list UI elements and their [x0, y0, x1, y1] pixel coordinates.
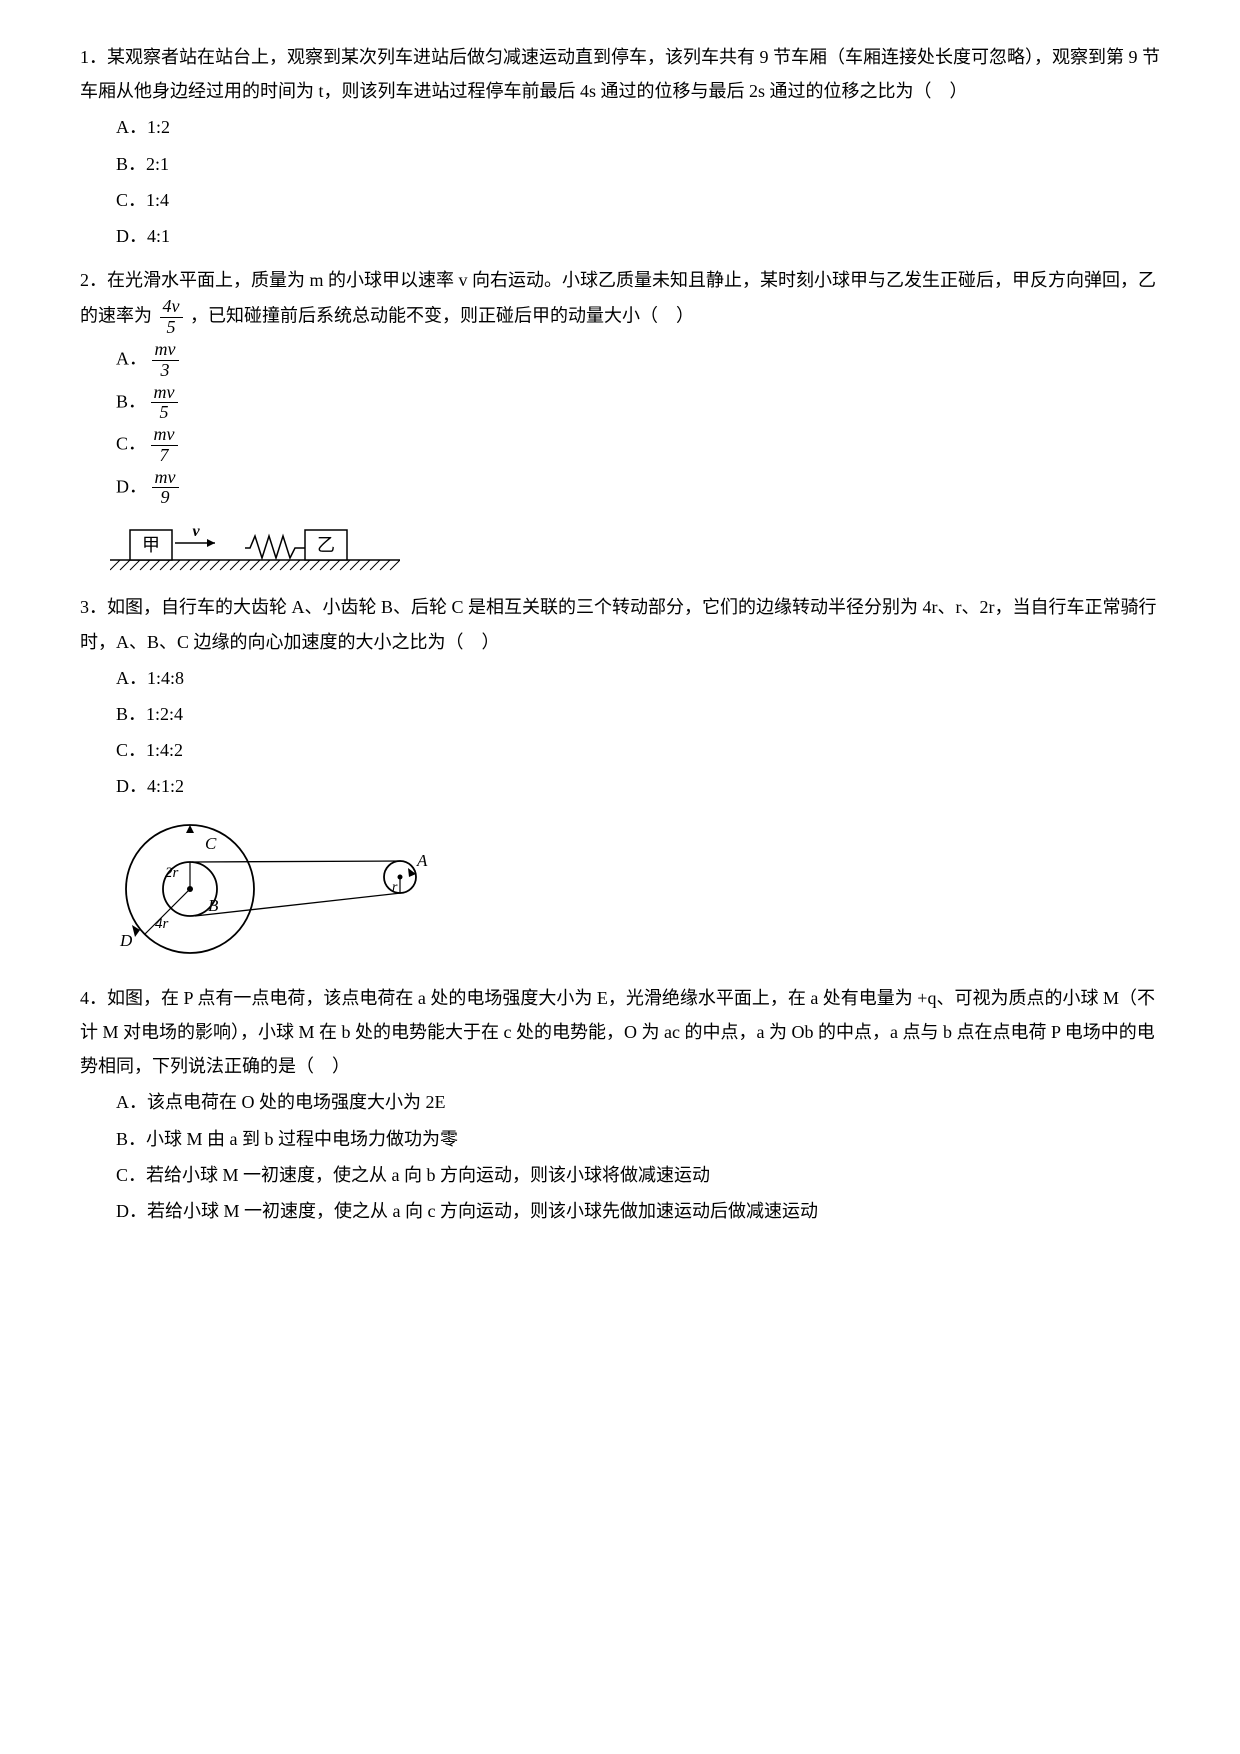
q2-stem-tail: ，已知碰撞前后系统总动能不变，则正碰后甲的动量大小（ ） — [190, 306, 694, 326]
fig2-label-r: r — [392, 880, 398, 895]
question-2: 2．在光滑水平面上，质量为 m 的小球甲以速率 v 向右运动。小球乙质量未知且静… — [80, 263, 1160, 508]
q2-frac-den: 5 — [160, 318, 183, 338]
q4-stem: 4．如图，在 P 点有一点电荷，该点电荷在 a 处的电场强度大小为 E，光滑绝缘… — [80, 981, 1160, 1084]
q1-options: A．1:2 B．2:1 C．1:4 D．4:1 — [80, 110, 1160, 253]
q2-optc-pre: C． — [116, 434, 146, 454]
q2-stem: 2．在光滑水平面上，质量为 m 的小球甲以速率 v 向右运动。小球乙质量未知且静… — [80, 263, 1160, 338]
q2-opta-pre: A． — [116, 348, 147, 368]
q3-option-a: A．1:4:8 — [116, 661, 1160, 695]
q1-option-a: A．1:2 — [116, 110, 1160, 144]
question-3: 3．如图，自行车的大齿轮 A、小齿轮 B、后轮 C 是相互关联的三个转动部分，它… — [80, 590, 1160, 803]
q2-opta-frac: mv 3 — [152, 340, 179, 381]
q4-option-c: C．若给小球 M 一初速度，使之从 a 向 b 方向运动，则该小球将做减速运动 — [116, 1158, 1160, 1192]
q2-frac: 4v 5 — [160, 297, 183, 338]
q2-options: A． mv 3 B． mv 5 C． mv 7 D． mv 9 — [80, 340, 1160, 508]
q4-option-b: B．小球 M 由 a 到 b 过程中电场力做功为零 — [116, 1122, 1160, 1156]
q2-optc-frac: mv 7 — [151, 425, 178, 466]
fig2-label-2r: 2r — [165, 865, 179, 881]
fig2-label-4r: 4r — [155, 916, 169, 932]
q2-option-a: A． mv 3 — [116, 340, 1160, 381]
fig1-label-jia: 甲 — [142, 535, 160, 555]
q2-optd-den: 9 — [152, 488, 179, 508]
question-4: 4．如图，在 P 点有一点电荷，该点电荷在 a 处的电场强度大小为 E，光滑绝缘… — [80, 981, 1160, 1228]
fig1-label-v: v — [192, 523, 200, 540]
q2-optc-num: mv — [151, 425, 178, 446]
fig2-label-B: B — [208, 896, 219, 915]
q2-opta-den: 3 — [152, 361, 179, 381]
q3-option-c: C．1:4:2 — [116, 733, 1160, 767]
q4-options: A．该点电荷在 O 处的电场强度大小为 2E B．小球 M 由 a 到 b 过程… — [80, 1085, 1160, 1228]
q3-option-d: D．4:1:2 — [116, 769, 1160, 803]
figure-2: C 2r B 4r D A r — [110, 814, 1160, 975]
q2-frac-num: 4v — [160, 297, 183, 318]
fig2-label-A: A — [416, 851, 428, 870]
q1-option-d: D．4:1 — [116, 219, 1160, 253]
q2-optb-frac: mv 5 — [151, 383, 178, 424]
figure-2-svg: C 2r B 4r D A r — [110, 814, 440, 964]
q2-optb-pre: B． — [116, 391, 146, 411]
q2-optb-num: mv — [151, 383, 178, 404]
q3-options: A．1:4:8 B．1:2:4 C．1:4:2 D．4:1:2 — [80, 661, 1160, 804]
q2-optc-den: 7 — [151, 446, 178, 466]
q1-option-b: B．2:1 — [116, 147, 1160, 181]
q2-option-b: B． mv 5 — [116, 383, 1160, 424]
q2-option-c: C． mv 7 — [116, 425, 1160, 466]
fig1-label-yi: 乙 — [317, 535, 335, 555]
q2-optd-frac: mv 9 — [152, 468, 179, 509]
figure-1-svg: 甲 v 乙 — [110, 518, 400, 573]
q3-option-b: B．1:2:4 — [116, 697, 1160, 731]
q4-option-a: A．该点电荷在 O 处的电场强度大小为 2E — [116, 1085, 1160, 1119]
q2-optb-den: 5 — [151, 403, 178, 423]
question-1: 1．某观察者站在站台上，观察到某次列车进站后做匀减速运动直到停车，该列车共有 9… — [80, 40, 1160, 253]
q1-stem: 1．某观察者站在站台上，观察到某次列车进站后做匀减速运动直到停车，该列车共有 9… — [80, 40, 1160, 108]
figure-1: 甲 v 乙 — [110, 518, 1160, 584]
fig2-label-D: D — [119, 931, 133, 950]
q2-opta-num: mv — [152, 340, 179, 361]
q2-optd-num: mv — [152, 468, 179, 489]
fig2-label-C: C — [205, 834, 217, 853]
q3-stem: 3．如图，自行车的大齿轮 A、小齿轮 B、后轮 C 是相互关联的三个转动部分，它… — [80, 590, 1160, 658]
q1-option-c: C．1:4 — [116, 183, 1160, 217]
q2-option-d: D． mv 9 — [116, 468, 1160, 509]
q4-option-d: D．若给小球 M 一初速度，使之从 a 向 c 方向运动，则该小球先做加速运动后… — [116, 1194, 1160, 1228]
q2-optd-pre: D． — [116, 476, 147, 496]
